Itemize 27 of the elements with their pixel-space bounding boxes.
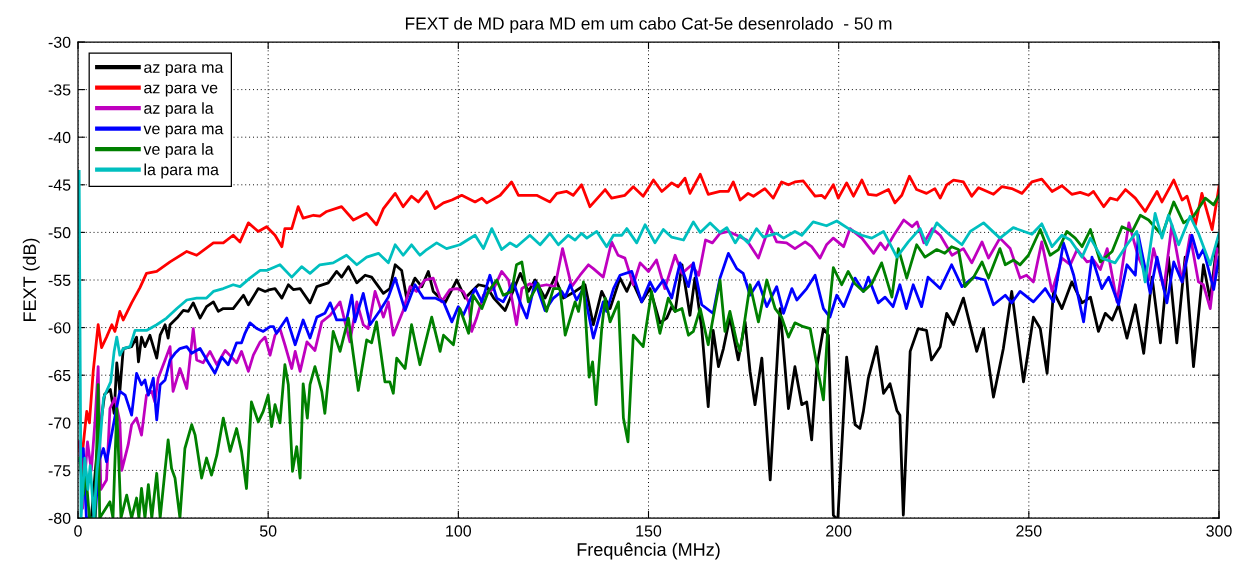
x-tick-label: 200 — [826, 525, 852, 537]
x-tick-label: 150 — [636, 525, 662, 537]
x-axis-title: Frequência (MHz) — [577, 542, 720, 560]
y-tick-label: -80 — [48, 512, 71, 524]
legend-label: az para ma — [144, 64, 224, 77]
legend-label: az para ve — [144, 84, 218, 97]
y-tick-label: -75 — [48, 465, 71, 477]
y-tick-label: -30 — [48, 36, 71, 48]
y-tick-label: -55 — [48, 274, 71, 286]
y-tick-label: -45 — [48, 179, 71, 191]
y-tick-label: -35 — [48, 84, 71, 96]
x-tick-label: 250 — [1016, 525, 1042, 537]
y-axis-title: FEXT (dB) — [22, 238, 40, 321]
legend-label: ve para ma — [143, 125, 224, 138]
x-tick-label: 100 — [446, 525, 472, 537]
legend-label: az para la — [144, 102, 214, 118]
x-tick-label: 50 — [259, 525, 277, 537]
x-tick-label: 300 — [1206, 525, 1232, 537]
y-tick-label: -40 — [48, 131, 71, 144]
x-tick-label: 0 — [74, 525, 82, 537]
legend-label: ve para la — [143, 143, 214, 158]
chart-title: FEXT de MD para MD em um cabo Cat-5e desenrolado - 50 m — [405, 16, 892, 34]
y-tick-label: -65 — [48, 369, 71, 382]
y-tick-label: -50 — [48, 227, 71, 239]
y-tick-label: -60 — [48, 322, 71, 334]
legend-label: la para ma — [144, 163, 219, 179]
y-tick-label: -70 — [48, 417, 71, 429]
